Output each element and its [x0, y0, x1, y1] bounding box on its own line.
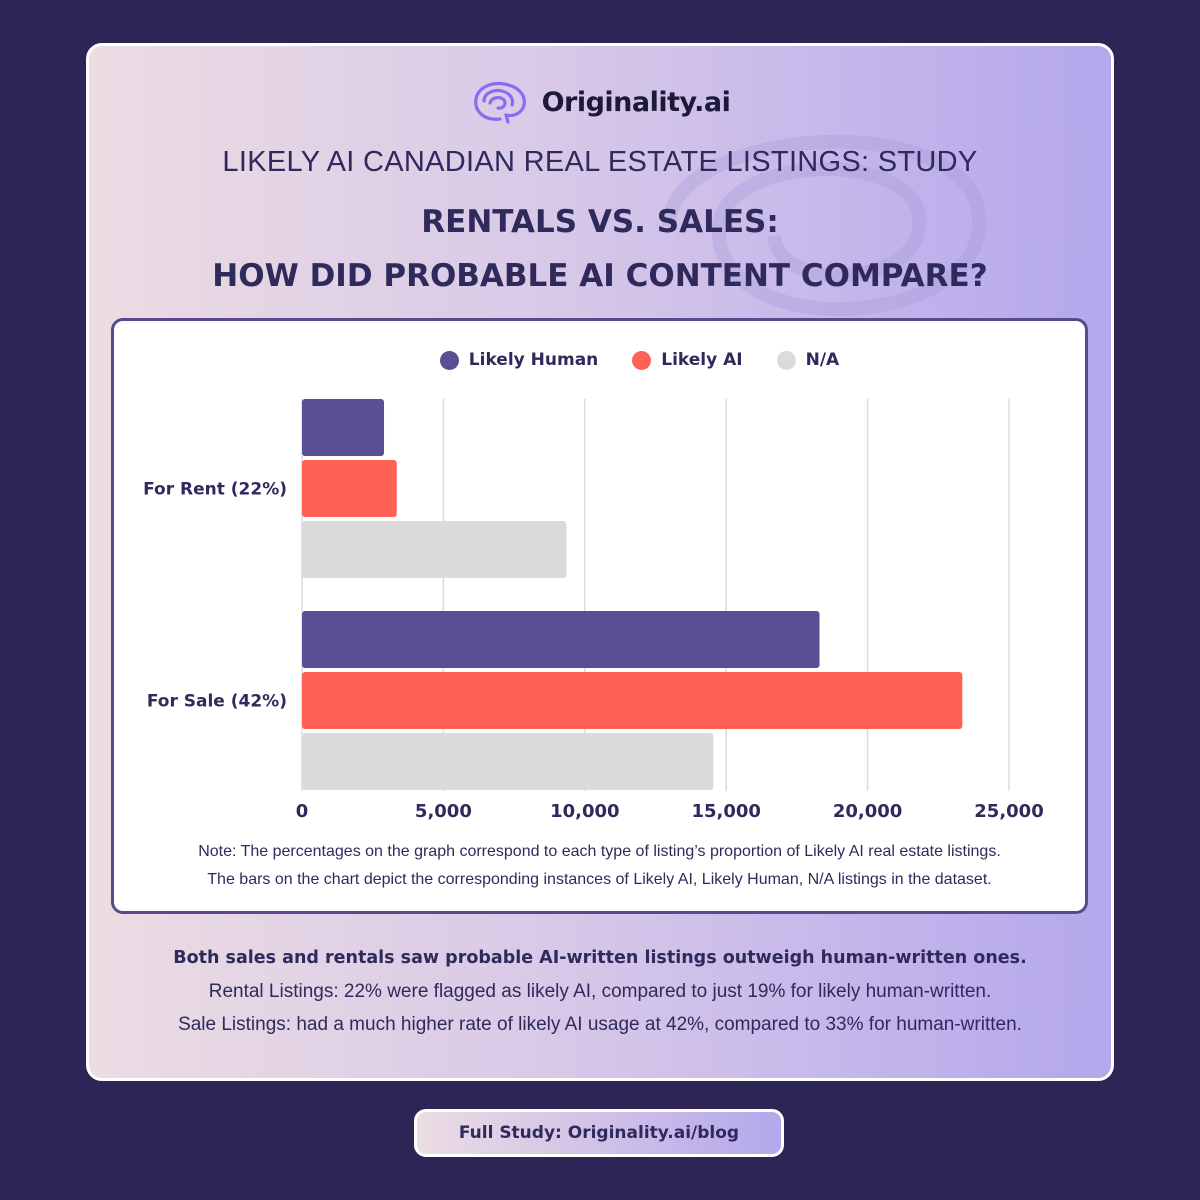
headline-line-2: HOW DID PROBABLE AI CONTENT COMPARE? [212, 258, 988, 294]
brain-logo-icon [473, 81, 526, 124]
study-title: LIKELY AI CANADIAN REAL ESTATE LISTINGS:… [222, 146, 978, 178]
legend-label-likely-ai: Likely AI [661, 350, 743, 370]
x-tick-label: 10,000 [550, 801, 619, 822]
legend-swatch-likely-human [439, 350, 459, 370]
legend-item-likely-ai: Likely AI [632, 347, 743, 373]
headline-line-1: RENTALS VS. SALES: [421, 204, 779, 240]
background-swirl [662, 134, 987, 317]
bar-likely-ai-0 [302, 460, 397, 517]
summary-rental: Rental Listings: 22% were flagged as lik… [208, 981, 992, 1002]
legend-swatch-na [776, 350, 796, 370]
bar-likely-human-0 [302, 399, 385, 456]
x-tick-label: 25,000 [974, 801, 1043, 822]
chart-note-line-2: The bars on the chart depict the corresp… [207, 871, 992, 888]
summary-sale: Sale Listings: had a much higher rate of… [178, 1014, 1022, 1035]
legend-item-likely-human: Likely Human [439, 347, 599, 373]
category-label: For Rent (22%) [143, 480, 287, 500]
chart-panel: Likely Human Likely AI N/A 0 5,000 10,000 1… [111, 318, 1088, 914]
x-tick-label: 15,000 [691, 801, 760, 822]
bar-n-a-0 [302, 521, 567, 578]
x-tick-label: 20,000 [833, 801, 902, 822]
x-tick-label: 0 [296, 801, 309, 822]
x-tick-label: 5,000 [415, 801, 472, 822]
chart-legend: Likely Human Likely AI N/A [114, 347, 1085, 373]
full-study-link-button[interactable]: Full Study: Originality.ai/blog [414, 1109, 784, 1157]
legend-item-na: N/A [776, 347, 840, 373]
brand-name: Originality.ai [541, 86, 731, 118]
bar-n-a-1 [302, 733, 714, 790]
chart-note-line-1: Note: The percentages on the graph corre… [198, 843, 1001, 860]
legend-label-na: N/A [805, 350, 840, 370]
summary-headline: Both sales and rentals saw probable AI-w… [173, 948, 1027, 968]
category-label: For Sale (42%) [147, 692, 287, 712]
brand-header: Originality.ai [89, 76, 1111, 128]
legend-label-likely-human: Likely Human [468, 350, 599, 370]
bar-chart: 0 5,000 10,000 15,000 20,000 25,000 For Rent (… [143, 399, 1044, 822]
legend-swatch-likely-ai [632, 350, 652, 370]
bar-likely-ai-1 [302, 672, 963, 729]
bar-likely-human-1 [302, 611, 820, 668]
